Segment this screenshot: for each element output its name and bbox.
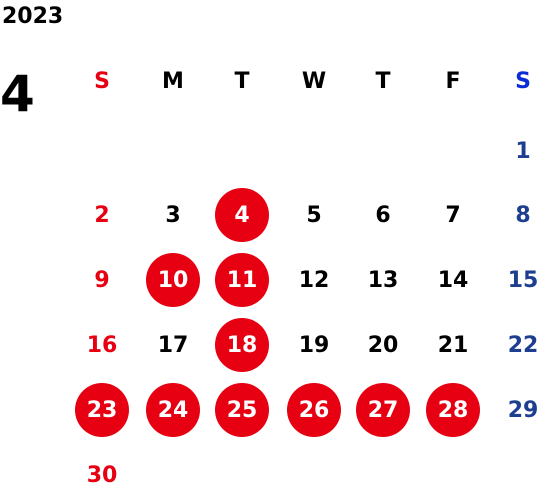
day-13[interactable]: 13 — [367, 267, 399, 293]
month-number: 4 — [0, 65, 35, 123]
day-14[interactable]: 14 — [437, 267, 469, 293]
day-6[interactable]: 6 — [375, 202, 391, 228]
day-29[interactable]: 29 — [507, 397, 539, 423]
weekday-header-wednesday: W — [301, 68, 327, 94]
weekday-header-friday: F — [445, 68, 461, 94]
day-17[interactable]: 17 — [157, 332, 189, 358]
day-19[interactable]: 19 — [298, 332, 330, 358]
day-25[interactable]: 25 — [215, 383, 269, 437]
day-30[interactable]: 30 — [86, 462, 118, 488]
day-20[interactable]: 20 — [367, 332, 399, 358]
day-4[interactable]: 4 — [215, 188, 269, 242]
day-1[interactable]: 1 — [515, 138, 531, 164]
day-2[interactable]: 2 — [94, 202, 110, 228]
day-11[interactable]: 11 — [215, 253, 269, 307]
day-23[interactable]: 23 — [75, 383, 129, 437]
weekday-header-thursday: T — [375, 68, 391, 94]
day-12[interactable]: 12 — [298, 267, 330, 293]
day-21[interactable]: 21 — [437, 332, 469, 358]
day-22[interactable]: 22 — [507, 332, 539, 358]
weekday-header-tuesday: T — [234, 68, 250, 94]
day-3[interactable]: 3 — [165, 202, 181, 228]
day-7[interactable]: 7 — [445, 202, 461, 228]
day-5[interactable]: 5 — [306, 202, 322, 228]
year-label: 2023 — [2, 4, 64, 29]
weekday-header-monday: M — [162, 68, 184, 94]
day-8[interactable]: 8 — [515, 202, 531, 228]
day-9[interactable]: 9 — [94, 267, 110, 293]
day-28[interactable]: 28 — [426, 383, 480, 437]
day-24[interactable]: 24 — [146, 383, 200, 437]
day-10[interactable]: 10 — [146, 253, 200, 307]
weekday-header-saturday: S — [515, 68, 531, 94]
day-15[interactable]: 15 — [507, 267, 539, 293]
day-16[interactable]: 16 — [86, 332, 118, 358]
weekday-header-sunday: S — [94, 68, 110, 94]
day-26[interactable]: 26 — [287, 383, 341, 437]
day-27[interactable]: 27 — [356, 383, 410, 437]
day-18[interactable]: 18 — [215, 318, 269, 372]
